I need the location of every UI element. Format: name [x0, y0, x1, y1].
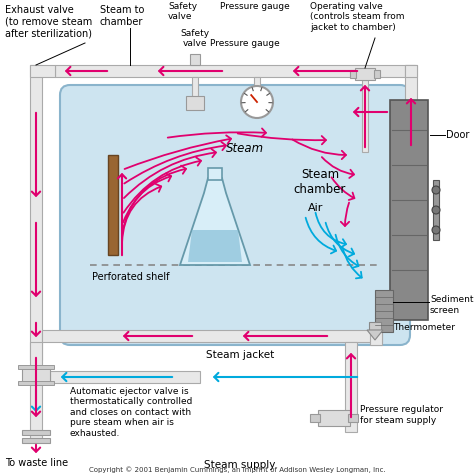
Bar: [22, 430, 50, 435]
Bar: [30, 65, 42, 360]
Text: Steam to
chamber: Steam to chamber: [100, 5, 145, 27]
Bar: [30, 65, 55, 77]
Bar: [375, 290, 393, 332]
Bar: [348, 414, 358, 422]
Text: Sediment
screen: Sediment screen: [430, 295, 474, 315]
Text: Pressure gauge: Pressure gauge: [210, 39, 280, 48]
Bar: [318, 410, 350, 426]
Text: Door: Door: [446, 130, 469, 140]
Bar: [405, 65, 417, 77]
Bar: [186, 96, 204, 110]
Bar: [30, 342, 42, 442]
Bar: [18, 381, 54, 385]
Bar: [190, 54, 200, 65]
Bar: [192, 77, 198, 99]
Bar: [350, 70, 356, 78]
Text: To waste line: To waste line: [5, 458, 68, 468]
Circle shape: [432, 186, 440, 194]
Bar: [254, 77, 260, 95]
Text: Air: Air: [308, 203, 323, 213]
Bar: [108, 155, 118, 255]
Bar: [55, 65, 415, 77]
Text: Pressure gauge: Pressure gauge: [220, 2, 290, 11]
Bar: [390, 100, 428, 320]
Bar: [50, 371, 200, 383]
Circle shape: [241, 86, 273, 118]
Polygon shape: [180, 178, 250, 265]
Text: Automatic ejector valve is
thermostatically controlled
and closes on contact wit: Automatic ejector valve is thermostatica…: [70, 387, 192, 437]
Bar: [345, 342, 357, 432]
Text: Operating valve
(controls steam from
jacket to chamber): Operating valve (controls steam from jac…: [310, 2, 404, 32]
Polygon shape: [367, 330, 383, 340]
Text: Perforated shelf: Perforated shelf: [92, 272, 170, 282]
Text: Steam: Steam: [226, 141, 264, 155]
Text: Exhaust valve
(to remove steam
after sterilization): Exhaust valve (to remove steam after ste…: [5, 5, 92, 38]
Bar: [208, 168, 222, 180]
Bar: [22, 367, 50, 383]
Bar: [433, 180, 439, 240]
Bar: [405, 65, 417, 155]
Bar: [370, 330, 382, 345]
Bar: [362, 80, 368, 152]
Text: Safety
valve: Safety valve: [181, 29, 210, 48]
Circle shape: [432, 206, 440, 214]
Bar: [374, 70, 380, 78]
Polygon shape: [188, 230, 242, 262]
Text: Steam jacket: Steam jacket: [206, 350, 274, 360]
Bar: [355, 68, 375, 80]
Text: Steam
chamber: Steam chamber: [294, 168, 346, 196]
Text: Copyright © 2001 Benjamin Cummings, an imprint of Addison Wesley Longman, Inc.: Copyright © 2001 Benjamin Cummings, an i…: [89, 466, 385, 473]
Bar: [22, 438, 50, 443]
Text: Safety
valve: Safety valve: [168, 2, 197, 21]
Text: Thermometer: Thermometer: [393, 323, 455, 331]
Bar: [310, 414, 320, 422]
Bar: [42, 330, 382, 342]
Circle shape: [432, 226, 440, 234]
Bar: [369, 322, 381, 330]
Bar: [18, 365, 54, 369]
FancyBboxPatch shape: [60, 85, 410, 345]
Text: Pressure regulator
for steam supply: Pressure regulator for steam supply: [360, 405, 443, 425]
Text: Steam supply: Steam supply: [204, 460, 276, 470]
